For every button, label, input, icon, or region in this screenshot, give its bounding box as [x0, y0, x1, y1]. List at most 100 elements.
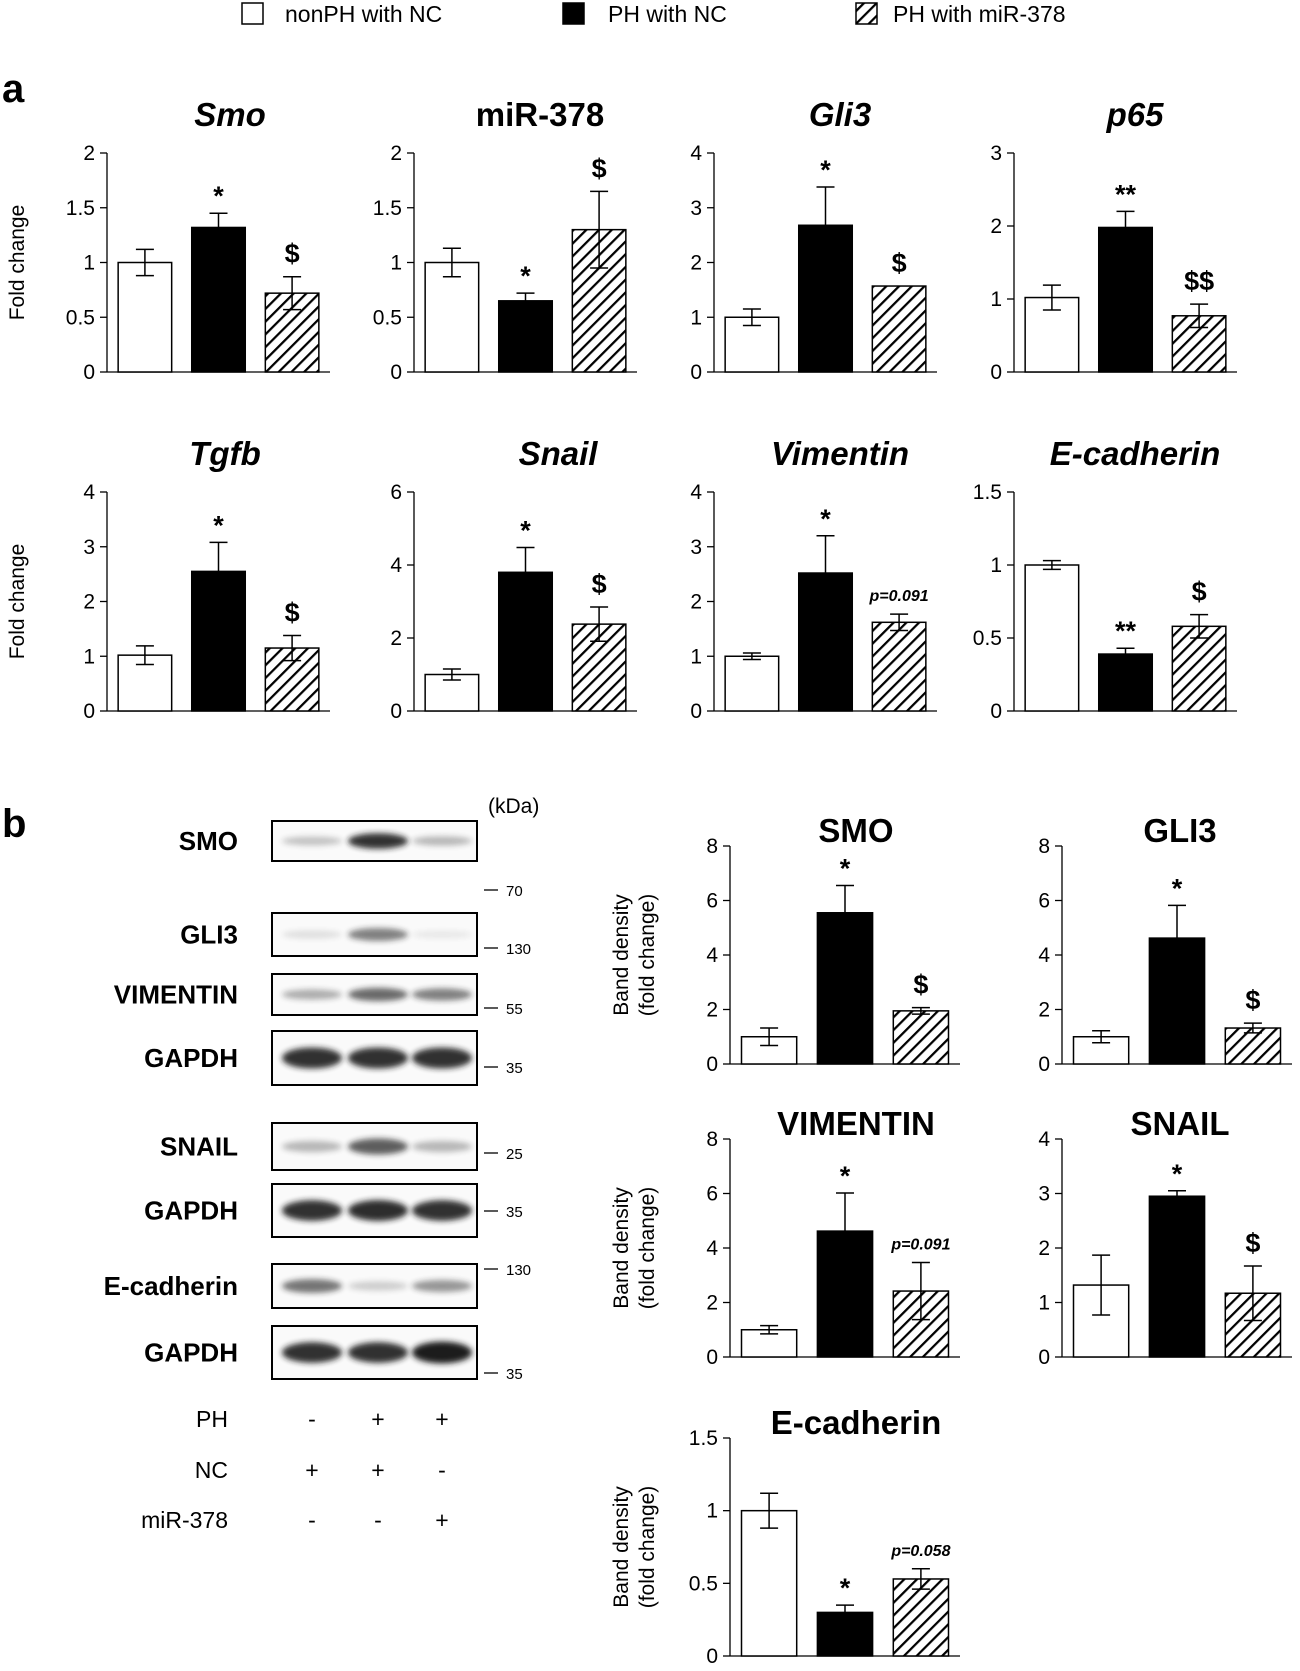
bar-ph-nc	[190, 226, 247, 373]
y-tick-label: 0	[690, 361, 702, 384]
y-tick-label: 2	[1038, 999, 1050, 1022]
chart-title: E-cadherin	[1050, 435, 1221, 472]
kda-marker-label: 35	[506, 1366, 523, 1383]
chart-title: E-cadherin	[771, 1404, 942, 1441]
kda-marker-label: 130	[506, 941, 531, 958]
bar-nonph-nc	[724, 655, 780, 712]
chart-e-cadherin: E-cadherin 0 0.5 1 1.5 ** $	[973, 435, 1237, 723]
y-tick-label: 0.5	[66, 306, 95, 329]
significance-star: *	[520, 261, 531, 291]
protein-band	[412, 1047, 472, 1069]
chart-gli3: Gli3 0 1 2 3 4 * $	[690, 96, 937, 384]
chart-title: miR-378	[476, 96, 604, 133]
condition-label: PH	[196, 1406, 228, 1432]
protein-band	[348, 1281, 408, 1291]
protein-band	[412, 1200, 472, 1221]
protein-band	[282, 1200, 342, 1221]
condition-sign: +	[371, 1406, 384, 1432]
y-axis-label: Fold change	[6, 544, 29, 660]
blot-label: GAPDH	[144, 1196, 238, 1226]
y-tick-label: 2	[1038, 1237, 1050, 1260]
y-tick-label: 3	[690, 197, 702, 220]
y-tick-label: 1	[690, 306, 702, 329]
legend-swatch-white	[241, 2, 264, 25]
condition-row-mir-378: miR-378 - - +	[141, 1507, 449, 1533]
protein-band	[348, 928, 408, 941]
y-axis-label: Band density (fold change)	[610, 1486, 659, 1609]
protein-band	[282, 836, 342, 846]
y-tick-label: 1	[990, 554, 1002, 577]
kda-marker-label: 35	[506, 1060, 523, 1077]
y-tick-label: 0	[690, 700, 702, 723]
blot-label: SMO	[179, 826, 238, 856]
legend-swatch-hatch	[855, 2, 878, 25]
significance-star: *	[840, 1573, 851, 1603]
blot-row-gapdh: GAPDH 35	[144, 1030, 523, 1086]
condition-sign: +	[371, 1457, 384, 1483]
y-tick-label: 0.5	[689, 1572, 718, 1595]
bar-ph-nc	[1097, 653, 1154, 712]
y-tick-label: 4	[1038, 944, 1050, 967]
bar-nonph-nc	[724, 316, 780, 373]
chart-title: Snail	[519, 435, 599, 472]
blot-row-gli3: GLI3 130	[180, 912, 531, 958]
chart-title: VIMENTIN	[777, 1105, 935, 1142]
y-tick-label: 1.5	[973, 481, 1002, 504]
condition-sign: -	[438, 1457, 446, 1483]
blot-row-vimentin: VIMENTIN 55	[114, 973, 523, 1018]
y-tick-label: 0	[83, 361, 95, 384]
y-axis-label: Band density (fold change)	[610, 1187, 659, 1310]
protein-band	[412, 988, 472, 1001]
y-tick-label: 2	[390, 627, 402, 650]
chart-title: GLI3	[1143, 812, 1216, 849]
condition-sign: +	[435, 1406, 448, 1432]
chart-title: Gli3	[809, 96, 871, 133]
y-tick-label: 1	[390, 252, 402, 275]
significance-star: *	[820, 504, 831, 534]
significance-star: *	[840, 1161, 851, 1191]
bar-ph-mir378	[871, 621, 927, 712]
significance-dollar: $	[1192, 577, 1207, 607]
y-tick-label: 1.5	[689, 1427, 718, 1450]
significance-dollar: $	[913, 970, 928, 1000]
chart-smo: SMO Band density (fold change) 0 2 4 6 8 * $	[610, 812, 960, 1076]
kda-marker-label: 55	[506, 1001, 523, 1018]
y-tick-label: 6	[390, 481, 402, 504]
condition-row-nc: NC + + -	[195, 1457, 446, 1483]
kda-marker-label: 130	[506, 1262, 531, 1279]
y-tick-label: 1	[690, 645, 702, 668]
significance-star: *	[213, 181, 224, 211]
significance-dollar: $	[285, 597, 300, 627]
legend-item-ph-nc: PH with NC	[562, 1, 727, 27]
y-tick-label: 4	[83, 481, 95, 504]
protein-band	[412, 1141, 472, 1152]
legend-label: PH with NC	[608, 1, 727, 27]
y-tick-label: 1	[990, 288, 1002, 311]
y-tick-label: 0	[706, 1053, 718, 1076]
y-tick-label: 8	[1038, 835, 1050, 858]
bar-ph-nc	[497, 300, 554, 373]
bar-nonph-nc	[117, 261, 173, 373]
protein-band	[282, 1047, 342, 1069]
chart-snail: SNAIL 0 1 2 3 4 * $	[1038, 1105, 1292, 1369]
bar-ph-nc	[1148, 1195, 1206, 1358]
protein-band	[412, 1341, 472, 1364]
bar-ph-mir378	[892, 1010, 950, 1065]
condition-sign: -	[308, 1406, 316, 1432]
y-tick-label: 1	[83, 645, 95, 668]
protein-band	[282, 1141, 342, 1152]
blot-row-e-cadherin: E-cadherin 130	[104, 1262, 531, 1309]
y-tick-label: 2	[83, 591, 95, 614]
blot-label: SNAIL	[160, 1132, 238, 1162]
significance-star: *	[520, 515, 531, 545]
y-tick-label: 4	[690, 142, 702, 165]
chart-snail: Snail 0 2 4 6 * $	[390, 435, 637, 723]
condition-sign: +	[435, 1507, 448, 1533]
bar-ph-mir378	[1171, 625, 1227, 712]
bar-ph-mir378	[264, 292, 320, 373]
bar-ph-mir378	[871, 285, 927, 373]
y-tick-label: 2	[690, 252, 702, 275]
chart-p65: p65 0 1 2 3 ** $$	[990, 96, 1237, 384]
y-tick-label: 6	[706, 1183, 718, 1206]
